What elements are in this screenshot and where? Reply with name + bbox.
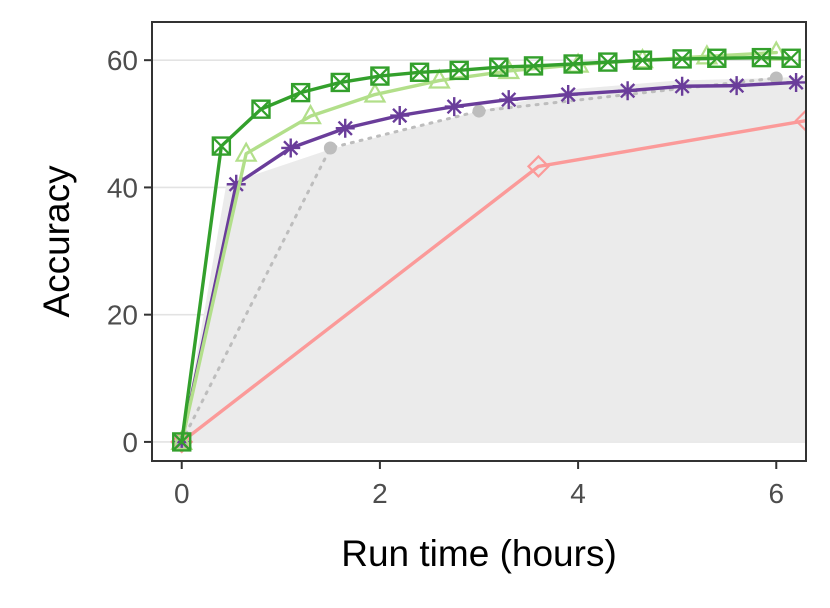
asterisk-marker bbox=[618, 81, 638, 101]
diamond-marker bbox=[170, 430, 194, 454]
square-x-marker bbox=[524, 56, 543, 76]
series-line bbox=[180, 118, 806, 444]
y-tick-label: 40 bbox=[107, 172, 138, 203]
square-x-marker bbox=[707, 48, 727, 68]
asterisk-marker bbox=[558, 85, 578, 105]
square-marker bbox=[781, 48, 801, 68]
diamond-marker bbox=[526, 154, 551, 178]
square-x-marker bbox=[752, 48, 771, 67]
square-x-marker bbox=[172, 432, 192, 452]
triangle-marker bbox=[427, 68, 451, 89]
square-x-marker bbox=[370, 66, 390, 86]
square-marker bbox=[330, 72, 350, 93]
square-marker bbox=[211, 136, 232, 156]
y-axis-title: Accuracy bbox=[36, 165, 77, 318]
square-marker bbox=[672, 49, 692, 69]
square-marker bbox=[598, 52, 618, 72]
x-tick-label: 4 bbox=[570, 478, 586, 509]
square-marker bbox=[751, 47, 772, 68]
triangle-marker bbox=[497, 58, 521, 80]
dot-marker bbox=[323, 141, 337, 155]
triangle-marker bbox=[363, 82, 387, 103]
square-x-marker bbox=[781, 48, 801, 68]
square-marker bbox=[172, 432, 192, 452]
triangle-marker bbox=[299, 103, 322, 125]
asterisk-marker bbox=[335, 118, 355, 138]
square-marker bbox=[707, 48, 727, 68]
square-marker bbox=[632, 50, 653, 70]
square-x-marker bbox=[410, 62, 429, 82]
x-tick-label: 2 bbox=[372, 478, 388, 509]
square-marker bbox=[290, 82, 311, 103]
y-tick-label: 20 bbox=[107, 300, 138, 331]
square-x-marker bbox=[563, 54, 583, 74]
square-x-marker bbox=[672, 49, 692, 69]
square-marker bbox=[449, 60, 469, 81]
square-marker bbox=[251, 99, 271, 119]
y-tick-label: 60 bbox=[107, 45, 138, 76]
diamond-marker bbox=[794, 109, 806, 133]
asterisk-marker bbox=[390, 106, 410, 126]
square-x-marker bbox=[489, 57, 509, 77]
square-x-marker bbox=[251, 99, 271, 119]
asterisk-marker bbox=[786, 72, 806, 92]
x-axis-title: Run time (hours) bbox=[341, 533, 617, 574]
square-marker bbox=[523, 56, 544, 76]
square-x-marker bbox=[633, 50, 652, 70]
panel-border bbox=[151, 21, 807, 462]
dot-marker bbox=[769, 71, 783, 85]
asterisk-marker bbox=[444, 97, 464, 117]
shaded-area bbox=[181, 76, 806, 442]
x-tick-label: 0 bbox=[174, 478, 190, 509]
square-marker bbox=[489, 57, 509, 77]
series-square-x bbox=[172, 47, 801, 452]
asterisk-marker bbox=[672, 76, 692, 96]
asterisk-marker bbox=[281, 138, 301, 158]
square-marker bbox=[409, 62, 430, 82]
square-x-marker bbox=[330, 73, 350, 92]
x-tick-label: 6 bbox=[768, 478, 784, 509]
square-x-marker bbox=[291, 83, 310, 102]
axes: 0 20 40 60 0 2 4 6 bbox=[107, 21, 807, 509]
plot-area bbox=[152, 22, 806, 461]
dot-marker bbox=[472, 104, 486, 118]
triangle-marker bbox=[695, 44, 719, 65]
series-diamond bbox=[170, 109, 806, 454]
triangle-marker bbox=[170, 429, 194, 451]
asterisk-marker bbox=[499, 90, 519, 110]
square-x-marker bbox=[449, 61, 469, 80]
asterisk-marker bbox=[727, 76, 747, 96]
triangle-marker bbox=[234, 141, 258, 162]
y-tick-label: 0 bbox=[122, 427, 138, 458]
square-x-marker bbox=[212, 136, 231, 156]
square-marker bbox=[370, 66, 390, 86]
square-marker bbox=[563, 54, 583, 74]
asterisk-marker bbox=[226, 174, 246, 194]
panel-content bbox=[152, 40, 806, 454]
square-x-marker bbox=[598, 52, 618, 72]
